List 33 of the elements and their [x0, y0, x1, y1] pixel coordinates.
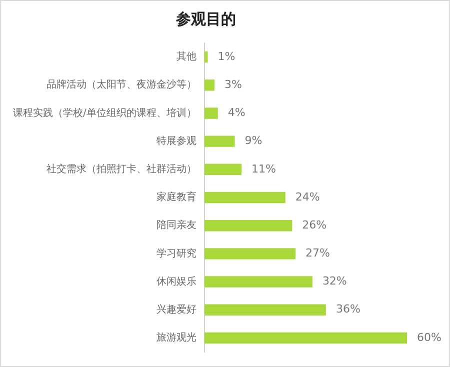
- bar: [204, 304, 326, 316]
- y-tick-label: 旅游观光: [156, 332, 196, 344]
- y-tick-label: 其他: [176, 50, 196, 63]
- y-tick-label: 学习研究: [156, 247, 196, 260]
- data-label: 26%: [302, 218, 327, 232]
- bar: [204, 248, 296, 260]
- bar: [204, 276, 312, 288]
- chart-title: 参观目的: [175, 10, 236, 28]
- data-label: 27%: [306, 246, 330, 260]
- y-tick-label: 品牌活动（太阳节、夜游金沙等）: [46, 78, 196, 91]
- data-label: 3%: [224, 78, 242, 91]
- bar: [204, 220, 292, 232]
- y-tick-label: 休闲娱乐: [156, 275, 196, 288]
- data-label: 60%: [417, 330, 442, 344]
- data-label: 9%: [244, 134, 262, 148]
- y-tick-label: 兴趣爱好: [156, 303, 196, 316]
- data-label: 24%: [295, 190, 320, 204]
- data-label: 1%: [218, 50, 236, 63]
- bar: [204, 136, 235, 147]
- bar: [204, 80, 214, 91]
- data-label: 36%: [336, 302, 360, 316]
- y-tick-label: 课程实践（学校/单位组织的课程、培训）: [12, 106, 196, 119]
- bar: [204, 192, 286, 204]
- bar: [204, 332, 407, 344]
- y-tick-label: 特展参观: [156, 134, 196, 147]
- bar: [204, 108, 218, 119]
- y-tick-label: 陪同亲友: [156, 219, 196, 232]
- data-label: 32%: [322, 274, 347, 288]
- y-tick-label: 家庭教育: [156, 191, 196, 204]
- data-label: 11%: [252, 162, 276, 176]
- y-tick-label: 社交需求（拍照打卡、社群活动）: [46, 163, 196, 176]
- bar: [204, 164, 242, 176]
- data-label: 4%: [228, 106, 246, 120]
